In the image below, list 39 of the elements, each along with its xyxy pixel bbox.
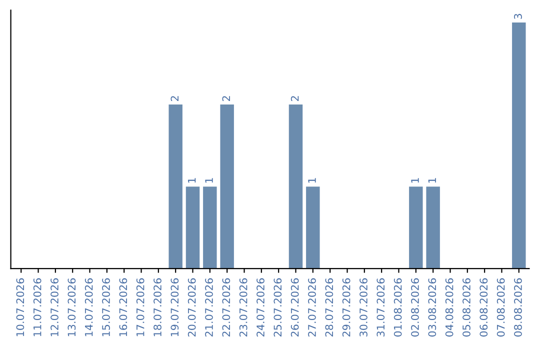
data-label: 1 — [411, 178, 419, 183]
data-label: 1 — [428, 178, 436, 183]
x-tick-label: 10.07.2026 — [16, 278, 24, 336]
x-tick-label: 20.07.2026 — [188, 278, 196, 337]
data-label: 1 — [205, 178, 213, 183]
x-tick-label: 27.07.2026 — [308, 278, 316, 337]
x-tick-label: 01.08.2026 — [394, 278, 402, 337]
x-tick-label: 11.07.2026 — [33, 278, 42, 336]
data-label: 2 — [170, 96, 178, 101]
x-tick-label: 07.08.2026 — [496, 278, 505, 337]
x-tick-label: 04.08.2026 — [445, 278, 454, 337]
x-tick-label: 31.07.2026 — [376, 278, 385, 336]
x-tick-label: 29.07.2026 — [342, 278, 350, 337]
x-tick-label: 22.07.2026 — [222, 278, 230, 337]
x-tick-label: 03.08.2026 — [428, 278, 436, 337]
x-tick-label: 23.07.2026 — [239, 278, 248, 337]
data-label: 2 — [290, 96, 299, 101]
data-label: 3 — [514, 14, 522, 19]
x-tick-label: 08.08.2026 — [514, 278, 522, 337]
x-tick-label: 02.08.2026 — [411, 278, 419, 337]
x-tick-label: 24.07.2026 — [256, 278, 264, 337]
data-label: 2 — [222, 96, 230, 101]
x-tick-label: 15.07.2026 — [102, 278, 110, 336]
x-tick-label: 28.07.2026 — [325, 278, 334, 337]
x-tick-label: 14.07.2026 — [84, 278, 93, 336]
x-tick-label: 25.07.2026 — [274, 278, 282, 337]
x-tick-label: 12.07.2026 — [50, 278, 58, 336]
x-tick-label: 13.07.2026 — [68, 278, 76, 336]
x-tick-label: 05.08.2026 — [462, 278, 470, 337]
x-tick-label: 17.07.2026 — [136, 278, 144, 336]
x-tick-label: 16.07.2026 — [119, 278, 128, 336]
data-label: 1 — [188, 178, 196, 183]
x-tick-label: 26.07.2026 — [290, 278, 299, 337]
x-tick-label: 30.07.2026 — [360, 278, 368, 336]
x-tick-label: 21.07.2026 — [205, 278, 213, 337]
data-label: 1 — [308, 178, 316, 183]
x-tick-label: 18.07.2026 — [154, 278, 162, 336]
x-tick-label: 06.08.2026 — [480, 278, 488, 337]
x-tick-label: 19.07.2026 — [170, 278, 179, 336]
